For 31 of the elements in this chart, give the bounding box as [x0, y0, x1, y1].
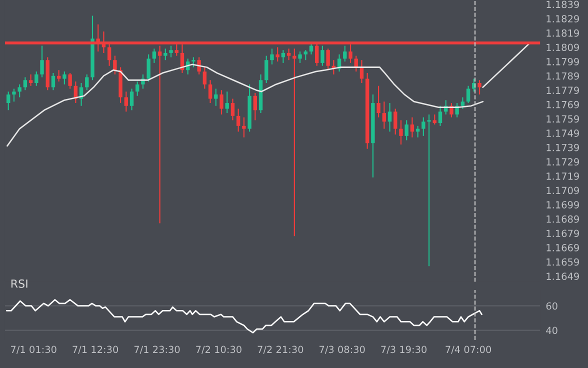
- x-tick-label: 7/1 01:30: [11, 346, 56, 354]
- y-tick-label: 1.1809: [546, 44, 579, 52]
- x-tick-label: 7/3 19:30: [381, 346, 427, 354]
- y-tick-label: 1.1839: [546, 0, 579, 8]
- y-tick-label: 1.1719: [546, 172, 579, 180]
- y-tick-label: 1.1669: [546, 244, 579, 252]
- x-tick-label: 7/4 07:00: [446, 346, 492, 354]
- y-tick-label: 1.1819: [546, 29, 579, 37]
- y-tick-label: 1.1729: [546, 158, 579, 166]
- y-tick-label: 1.1739: [546, 144, 579, 152]
- x-tick-label: 7/3 08:30: [320, 346, 365, 354]
- chart-title: RSI: [11, 279, 28, 288]
- y-tick-label: 1.1709: [546, 186, 579, 194]
- y-tick-label: 1.1769: [546, 100, 579, 108]
- y-tick-label: 1.1689: [546, 215, 579, 223]
- y-tick-label: 1.1829: [546, 15, 579, 22]
- y-tick-label: 40: [546, 326, 558, 334]
- x-tick-label: 7/2 21:30: [258, 346, 304, 354]
- y-tick-label: 1.1759: [546, 115, 579, 123]
- y-tick-label: 1.1749: [546, 130, 579, 137]
- y-tick-label: 1.1789: [546, 72, 579, 80]
- y-tick-label: 1.1699: [546, 201, 579, 208]
- y-tick-label: 1.1779: [546, 86, 579, 94]
- y-tick-label: 1.1659: [546, 258, 579, 266]
- y-tick-label: 60: [546, 302, 558, 310]
- x-tick-label: 7/1 12:30: [72, 346, 118, 354]
- y-tick-label: 1.1799: [546, 58, 579, 66]
- x-tick-label: 7/2 10:30: [196, 346, 242, 354]
- x-tick-label: 7/1 23:30: [134, 346, 180, 354]
- y-tick-label: 1.1649: [546, 272, 579, 280]
- y-tick-label: 1.1679: [546, 230, 579, 238]
